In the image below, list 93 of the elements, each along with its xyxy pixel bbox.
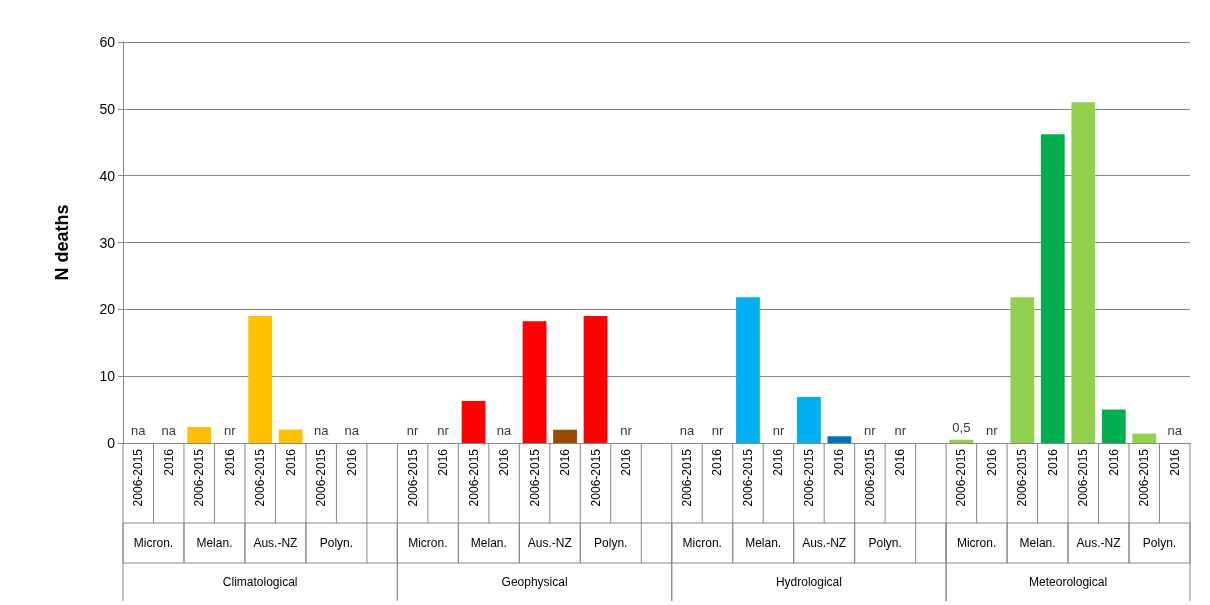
text: Micron. bbox=[956, 536, 997, 550]
x-tick-label: 2016 bbox=[1045, 448, 1060, 476]
x-tick-label: 2016 bbox=[161, 448, 176, 476]
x-tick-label: 2006-2015 bbox=[1015, 448, 1030, 507]
bar bbox=[553, 429, 577, 443]
x-tick-label: 2006-2015 bbox=[405, 448, 420, 507]
text: na bbox=[344, 423, 359, 438]
bar bbox=[949, 439, 974, 443]
x-tick-label: 2016 bbox=[436, 448, 451, 476]
text: Melan. bbox=[1019, 536, 1056, 550]
x-tick-label: 2006-2015 bbox=[679, 448, 694, 507]
bar bbox=[583, 316, 608, 443]
text: Micron. bbox=[682, 536, 722, 550]
text: nr bbox=[894, 423, 907, 438]
text: na bbox=[496, 423, 512, 438]
bar bbox=[1071, 102, 1096, 443]
x-tick-label: 2016 bbox=[497, 448, 512, 476]
x-tick-label: 2006-2015 bbox=[862, 448, 877, 507]
x-tick-label: 2016 bbox=[771, 448, 786, 476]
text: nr bbox=[620, 423, 632, 438]
text: Aus.-NZ bbox=[527, 536, 572, 550]
text: Aus.-NZ bbox=[1076, 536, 1121, 550]
text: Climatological bbox=[222, 575, 298, 589]
x-tick-label: 2016 bbox=[222, 448, 237, 476]
x-tick-label: 2016 bbox=[1167, 448, 1182, 476]
text: Aus.-NZ bbox=[253, 536, 298, 550]
bar bbox=[1010, 297, 1035, 443]
y-tick-label: 30 bbox=[99, 234, 116, 251]
x-tick-label: 2006-2015 bbox=[1137, 448, 1152, 507]
text: Polyn. bbox=[1142, 536, 1177, 550]
x-tick-label: 2016 bbox=[710, 448, 725, 476]
text: Polyn. bbox=[319, 536, 354, 550]
text: nr bbox=[437, 423, 449, 438]
bar bbox=[736, 297, 760, 443]
x-tick-label: 2016 bbox=[619, 448, 634, 476]
data-label: 0,5 bbox=[952, 419, 971, 435]
x-tick-label: 2016 bbox=[1106, 448, 1121, 476]
x-tick-label: 2006-2015 bbox=[527, 448, 542, 507]
text: na bbox=[313, 423, 329, 438]
text: Geophysical bbox=[501, 575, 568, 589]
text: Polyn. bbox=[868, 536, 902, 550]
x-tick-label: 2016 bbox=[893, 448, 908, 476]
text: na bbox=[679, 423, 695, 438]
text: nr bbox=[223, 423, 236, 438]
text: nr bbox=[986, 423, 998, 438]
text: Melan. bbox=[745, 536, 782, 550]
text: nr bbox=[711, 423, 724, 438]
text: Hydrological bbox=[775, 575, 842, 589]
bar bbox=[1132, 433, 1157, 443]
x-tick-label: 2006-2015 bbox=[314, 448, 329, 507]
text: Micron. bbox=[133, 536, 174, 550]
x-tick-label: 2006-2015 bbox=[801, 448, 816, 507]
text: nr bbox=[772, 423, 785, 438]
y-tick-label: 60 bbox=[99, 34, 116, 50]
x-tick-label: 2006-2015 bbox=[466, 448, 481, 507]
text: Melan. bbox=[196, 536, 233, 550]
bar bbox=[797, 396, 821, 443]
x-tick-label: 2006-2015 bbox=[253, 448, 268, 507]
x-tick-label: 2016 bbox=[283, 448, 298, 476]
x-tick-label: 2006-2015 bbox=[192, 448, 207, 507]
text: na bbox=[131, 423, 146, 438]
text: nr bbox=[406, 423, 419, 438]
text: Meteorological bbox=[1029, 575, 1108, 589]
bar bbox=[827, 436, 852, 443]
text: na bbox=[1167, 423, 1182, 438]
y-tick-label: 0 bbox=[107, 435, 116, 451]
x-tick-label: 2006-2015 bbox=[740, 448, 755, 507]
bar bbox=[278, 429, 303, 443]
bar bbox=[1101, 409, 1126, 443]
x-tick-label: 2016 bbox=[558, 448, 573, 476]
text: Aus.-NZ bbox=[802, 536, 847, 550]
x-tick-label: 2006-2015 bbox=[1076, 448, 1091, 507]
x-tick-label: 2016 bbox=[984, 448, 999, 476]
text: Micron. bbox=[408, 536, 448, 550]
bar bbox=[187, 426, 212, 443]
y-tick-label: 10 bbox=[99, 368, 116, 385]
x-tick-label: 2006-2015 bbox=[588, 448, 603, 507]
bar bbox=[248, 316, 273, 443]
bar bbox=[522, 321, 547, 443]
bar bbox=[461, 400, 486, 443]
text: Polyn. bbox=[594, 536, 628, 550]
text: Melan. bbox=[470, 536, 507, 550]
x-tick-label: 2016 bbox=[832, 448, 847, 476]
y-tick-label: 50 bbox=[99, 100, 116, 117]
y-tick-label: 20 bbox=[99, 301, 116, 318]
y-axis-title: N deaths bbox=[52, 204, 72, 281]
x-tick-label: 2006-2015 bbox=[954, 448, 969, 507]
x-tick-label: 2016 bbox=[344, 448, 359, 476]
bar bbox=[1040, 134, 1065, 443]
text: na bbox=[161, 423, 176, 438]
text: nr bbox=[864, 423, 876, 438]
x-tick-label: 2006-2015 bbox=[131, 448, 146, 507]
y-tick-label: 40 bbox=[99, 167, 116, 184]
